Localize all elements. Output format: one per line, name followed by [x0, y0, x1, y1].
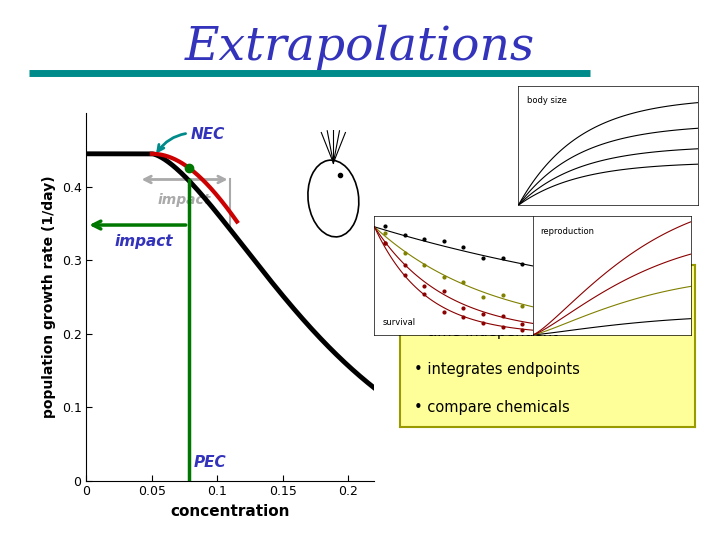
Text: impact: impact [114, 234, 174, 249]
Point [418, 282, 430, 291]
Point [458, 313, 469, 321]
Point [418, 261, 430, 269]
Point [497, 253, 508, 262]
Point [438, 307, 449, 316]
Point [399, 270, 410, 279]
Text: • compare chemicals: • compare chemicals [415, 400, 570, 415]
Point [458, 278, 469, 287]
Text: Extrapolations: Extrapolations [185, 24, 535, 70]
Point [379, 239, 391, 247]
Point [516, 326, 528, 335]
Point [458, 304, 469, 313]
Point [477, 253, 489, 262]
Point [399, 231, 410, 239]
Point [379, 239, 391, 248]
Point [477, 309, 489, 318]
Point [458, 242, 469, 251]
Text: body size: body size [527, 96, 567, 105]
Point [438, 237, 449, 246]
Text: • time independent: • time independent [415, 324, 558, 339]
X-axis label: concentration: concentration [171, 504, 290, 519]
Point [477, 293, 489, 301]
Text: • ecologically relevant: • ecologically relevant [415, 286, 579, 301]
Text: • integrates endpoints: • integrates endpoints [415, 362, 580, 377]
Point [418, 234, 430, 243]
Text: impact: impact [158, 193, 211, 207]
Point [516, 260, 528, 268]
Point [497, 291, 508, 299]
Point [418, 290, 430, 299]
Point [516, 320, 528, 328]
Text: NEC: NEC [158, 127, 225, 151]
Point [379, 222, 391, 231]
Text: survival: survival [382, 318, 415, 327]
Y-axis label: population growth rate (1/day): population growth rate (1/day) [42, 176, 56, 418]
Point [497, 322, 508, 331]
Point [477, 319, 489, 327]
Point [497, 312, 508, 321]
Point [438, 273, 449, 282]
Point [438, 287, 449, 295]
Point [399, 260, 410, 269]
Text: reproduction: reproduction [541, 227, 595, 236]
Point [399, 248, 410, 257]
Text: PEC: PEC [194, 455, 227, 470]
Point [379, 228, 391, 237]
Point [516, 301, 528, 310]
